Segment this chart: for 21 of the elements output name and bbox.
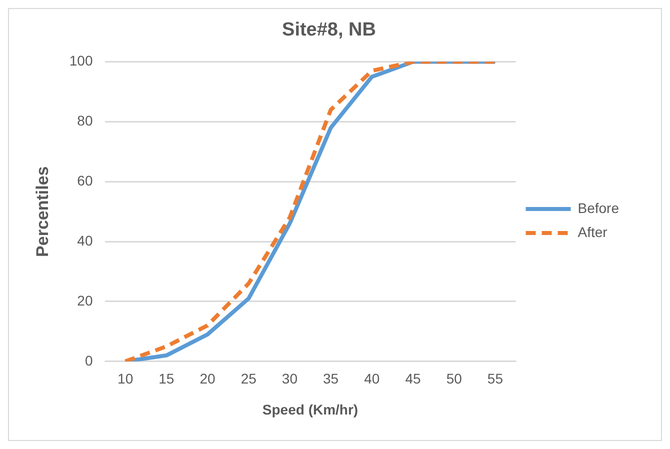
y-axis-title: Percentiles: [32, 166, 52, 257]
x-tick-label: 25: [240, 370, 257, 387]
x-tick-label: 15: [158, 370, 174, 387]
legend-label: After: [578, 224, 608, 240]
legend-label: Before: [578, 200, 620, 216]
x-tick-label: 20: [200, 370, 216, 387]
chart-title: Site#8, NB: [282, 20, 376, 41]
x-tick-label: 35: [323, 370, 339, 387]
y-tick-label: 0: [84, 352, 93, 368]
x-tick-label: 40: [364, 370, 380, 387]
y-tick-label: 80: [77, 112, 93, 129]
x-axis-title: Speed (Km/hr): [262, 401, 358, 418]
x-tick-label: 45: [405, 370, 421, 387]
y-tick-label: 40: [77, 232, 93, 248]
y-tick-label: 100: [69, 52, 93, 69]
x-tick-label: 30: [282, 370, 298, 387]
y-tick-label: 20: [77, 292, 93, 308]
x-tick-label: 55: [487, 370, 504, 387]
x-tick-label: 50: [446, 370, 462, 387]
y-tick-label: 60: [77, 172, 93, 188]
x-tick-label: 10: [118, 370, 134, 387]
